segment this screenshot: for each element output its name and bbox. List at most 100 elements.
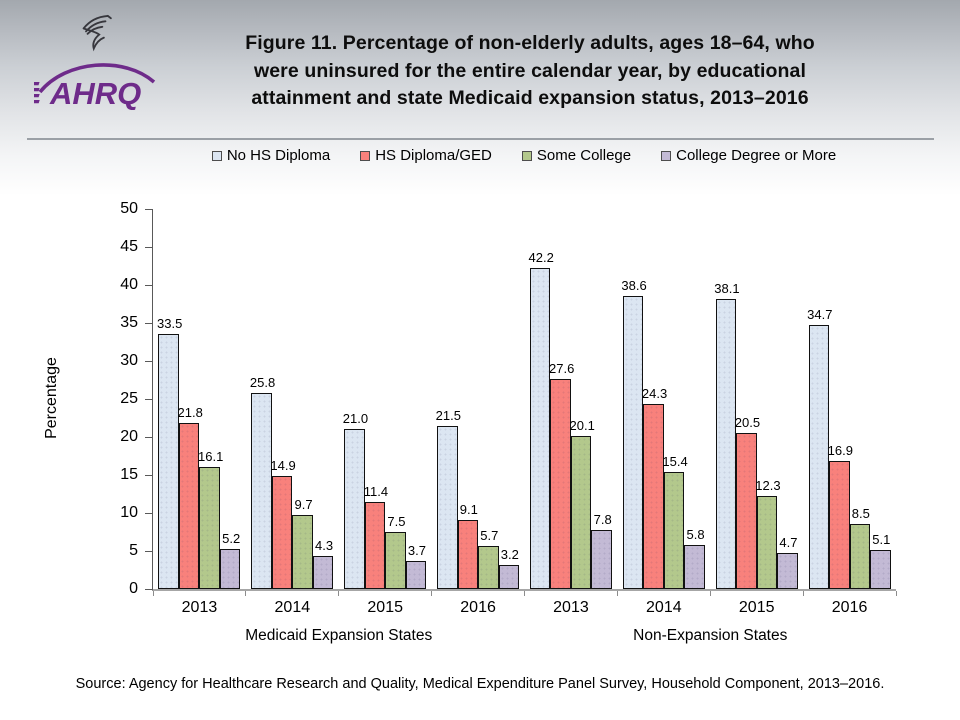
- bar: [199, 466, 220, 589]
- x-category-label: 2015: [367, 599, 403, 616]
- ahrq-logo: AHRQ: [30, 4, 160, 112]
- x-axis-tick: [338, 591, 340, 596]
- x-category-label: 2014: [274, 599, 311, 616]
- bar: [715, 299, 737, 589]
- y-axis-tick: [145, 436, 153, 438]
- bar: [498, 564, 520, 589]
- y-axis-tick: [145, 322, 153, 324]
- legend-swatch: [521, 150, 532, 161]
- y-axis-tick: [145, 360, 153, 362]
- bar-value-label: 25.8: [249, 374, 276, 390]
- legend-label: Some College: [536, 147, 632, 164]
- bar: [849, 524, 871, 589]
- y-tick-label: 35: [120, 314, 138, 331]
- y-tick-label: 10: [120, 504, 138, 521]
- legend-item: College Degree or More: [661, 147, 836, 164]
- bar: [808, 325, 830, 589]
- legend-label: No HS Diploma: [226, 147, 331, 164]
- x-category-label: 2013: [181, 599, 218, 616]
- y-axis-tick: [145, 208, 153, 210]
- axis-group-label: Non-Expansion States: [633, 627, 788, 644]
- header-gradient: [0, 0, 960, 196]
- bar-value-label: 33.5: [157, 316, 183, 332]
- legend-item: HS Diploma/GED: [360, 147, 492, 164]
- x-category-label: 2014: [646, 599, 682, 616]
- bar: [385, 532, 406, 589]
- y-tick-label: 5: [129, 542, 138, 559]
- bar-value-label: 3.7: [407, 542, 426, 558]
- x-category-label: 2013: [553, 599, 589, 616]
- bar-value-label: 5.2: [222, 531, 241, 547]
- legend-label: HS Diploma/GED: [375, 147, 492, 164]
- x-axis-tick: [524, 591, 525, 596]
- bar: [829, 460, 850, 589]
- bar-value-label: 11.4: [363, 484, 389, 500]
- bar: [405, 560, 427, 589]
- page-title: Figure 11. Percentage of non-elderly adu…: [165, 30, 895, 113]
- y-tick-label: 15: [120, 466, 138, 483]
- y-axis-title: Percentage: [43, 357, 60, 439]
- bar-value-label: 4.7: [779, 535, 798, 551]
- y-axis-tick: [145, 550, 153, 552]
- x-axis-tick: [802, 591, 804, 596]
- bar-value-label: 16.9: [827, 442, 853, 458]
- bar-value-label: 42.2: [528, 250, 554, 266]
- y-axis-tick: [145, 512, 153, 514]
- bar-value-label: 21.8: [177, 405, 203, 421]
- bar: [622, 295, 644, 589]
- bar: [457, 519, 479, 589]
- x-category-label: 2016: [831, 599, 868, 616]
- x-axis-tick: [152, 591, 154, 596]
- bar-value-label: 7.5: [387, 514, 406, 529]
- bar: [684, 544, 705, 589]
- source-note: Source: Agency for Healthcare Research a…: [75, 676, 885, 692]
- bar: [777, 553, 798, 589]
- bar-value-label: 20.5: [734, 415, 761, 431]
- x-axis-tick: [709, 591, 711, 596]
- legend-swatch: [360, 150, 371, 161]
- bar-value-label: 5.1: [872, 532, 891, 548]
- bar: [364, 502, 386, 589]
- bar: [570, 436, 592, 589]
- bar-value-label: 12.3: [755, 477, 781, 493]
- y-tick-label: 25: [120, 390, 138, 407]
- bar: [550, 379, 571, 589]
- bar: [271, 475, 293, 589]
- bar-value-label: 27.6: [549, 361, 575, 377]
- bar-value-label: 5.8: [686, 526, 705, 542]
- y-axis-tick: [145, 284, 153, 286]
- svg-text:AHRQ: AHRQ: [49, 76, 141, 110]
- legend-swatch: [211, 150, 222, 161]
- legend-item: No HS Diploma: [211, 147, 331, 164]
- y-tick-label: 0: [129, 580, 138, 597]
- legend-item: Some College: [521, 147, 632, 164]
- x-axis-tick: [895, 591, 897, 596]
- ahrq-wordmark: AHRQ: [34, 63, 156, 110]
- bar: [529, 268, 551, 589]
- y-axis-tick: [145, 588, 153, 590]
- bar: [756, 495, 778, 589]
- bar-value-label: 38.6: [621, 277, 647, 293]
- bar: [643, 404, 664, 589]
- bar-value-label: 21.5: [435, 407, 461, 423]
- bar: [251, 392, 272, 589]
- y-tick-label: 50: [120, 200, 138, 217]
- bar-value-label: 21.0: [342, 411, 369, 427]
- bar: [344, 429, 365, 589]
- bar: [312, 556, 334, 589]
- bar: [591, 529, 612, 589]
- bar-value-label: 7.8: [593, 511, 612, 527]
- bar-value-label: 9.7: [294, 497, 313, 513]
- bar-value-label: 24.3: [641, 386, 668, 402]
- bar: [292, 515, 313, 589]
- bar: [158, 334, 179, 589]
- bar: [478, 545, 499, 589]
- title-line: attainment and state Medicaid expansion …: [251, 87, 809, 109]
- title-line: Figure 11. Percentage of non-elderly adu…: [245, 32, 815, 54]
- y-axis-tick: [145, 398, 153, 400]
- bar-value-label: 15.4: [662, 453, 688, 469]
- x-category-label: 2015: [738, 599, 775, 616]
- y-tick-label: 20: [120, 428, 138, 445]
- bar-value-label: 20.1: [569, 418, 595, 434]
